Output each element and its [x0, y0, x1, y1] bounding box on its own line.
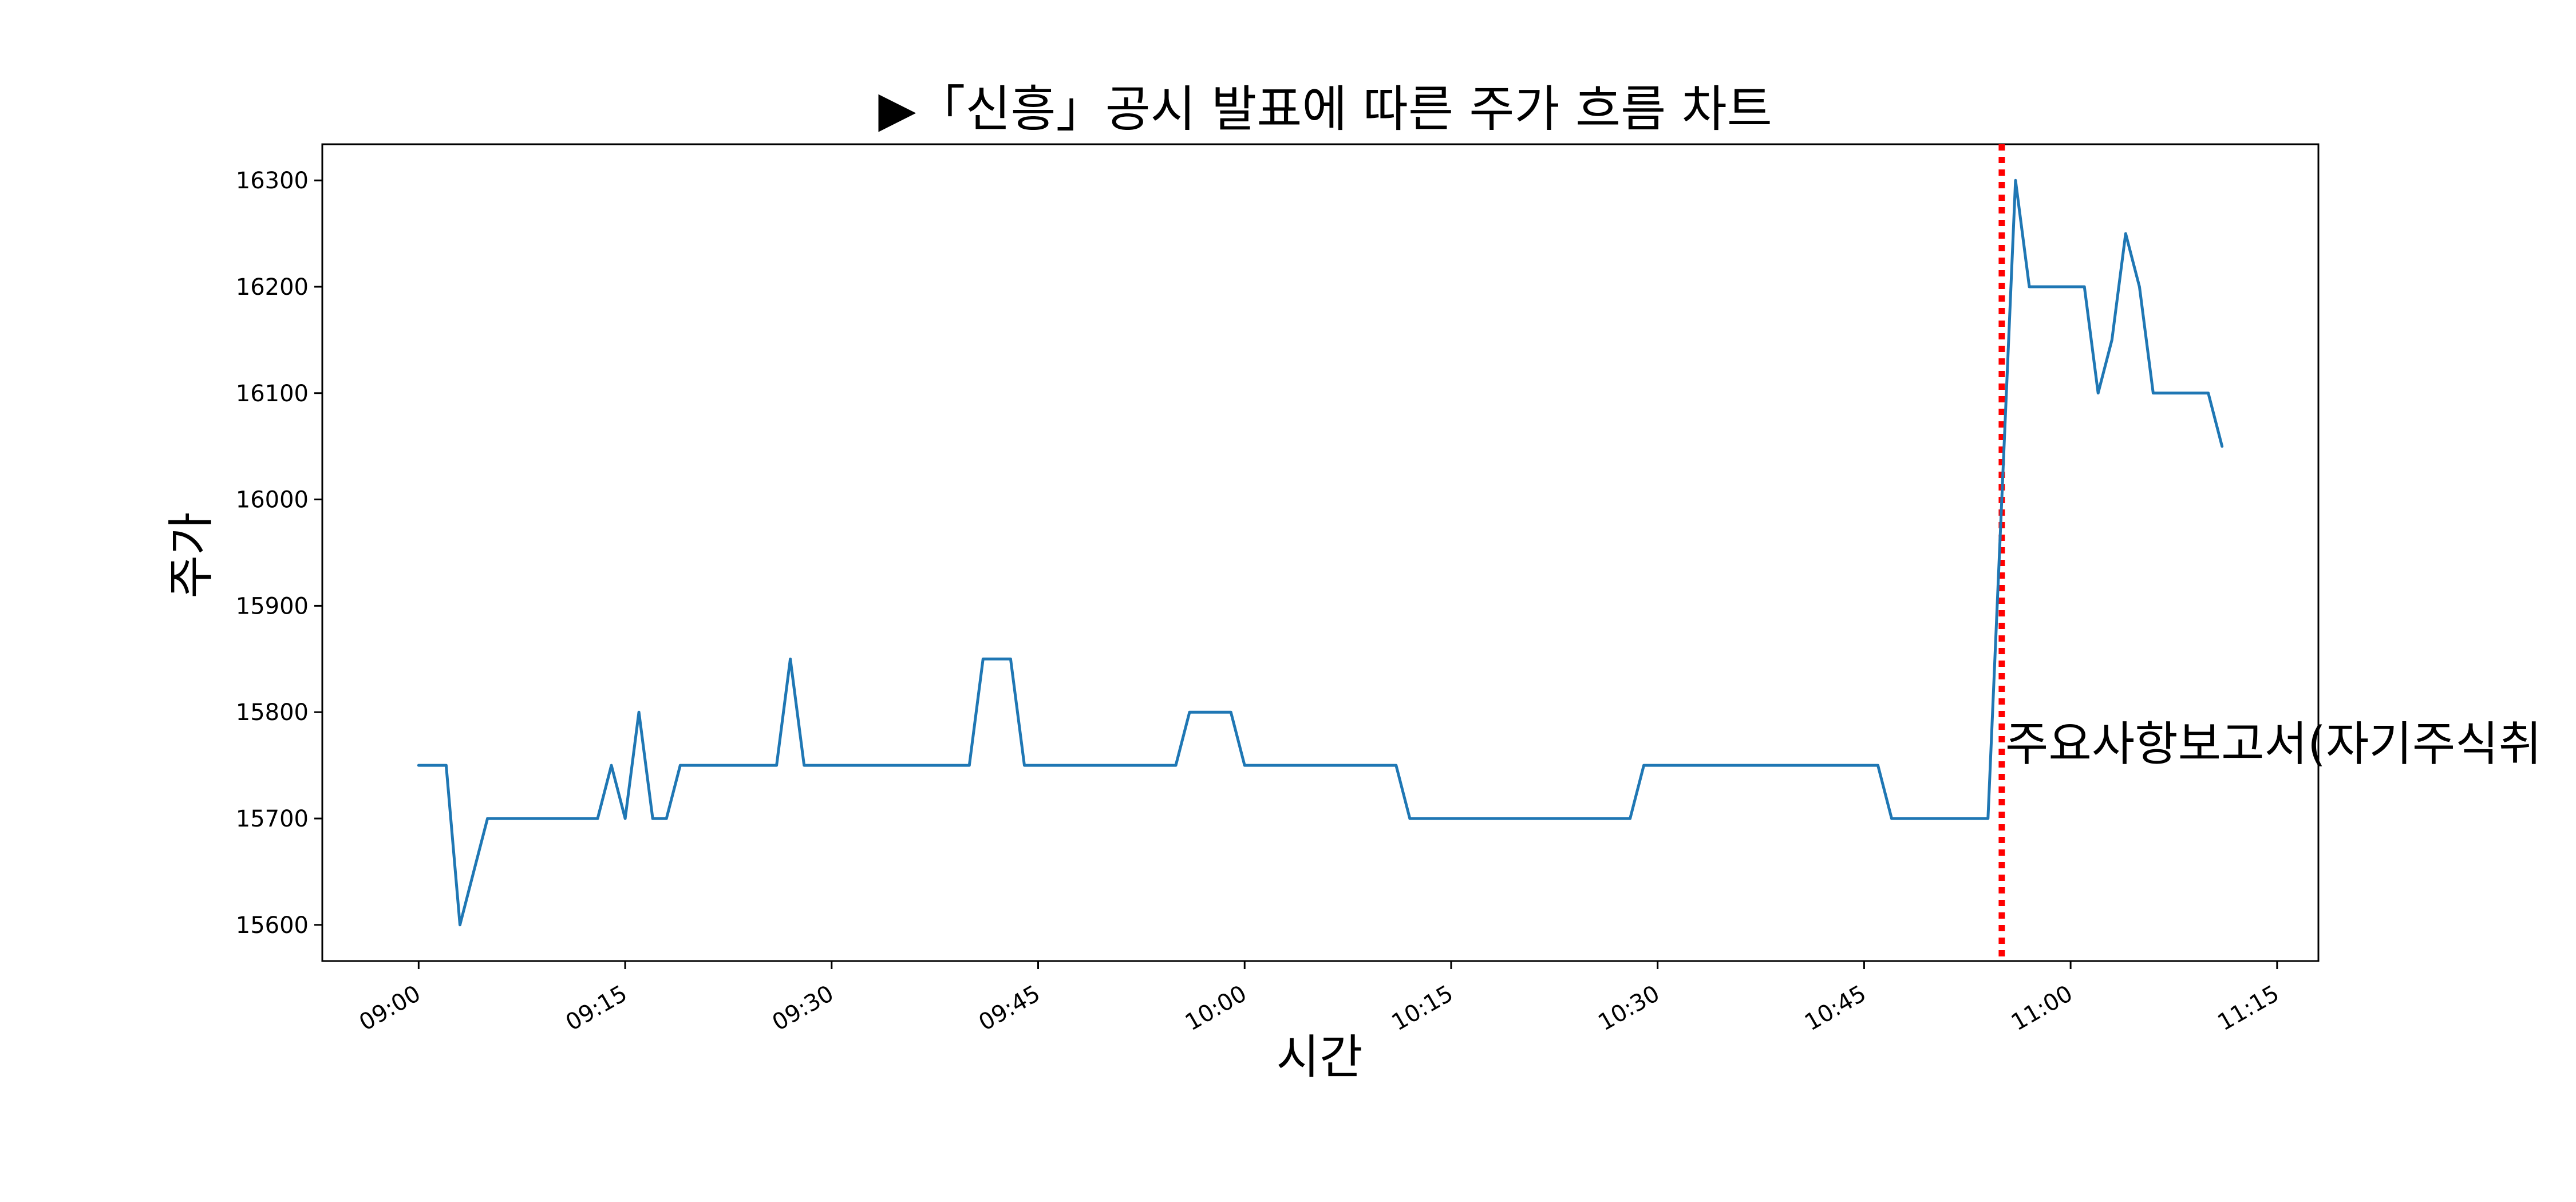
y-axis-title: 주가 [164, 512, 219, 599]
x-tick-label: 10:30 [1594, 980, 1664, 1036]
event-annotation: 주요사항보고서(자기주식취 [2005, 717, 2542, 772]
x-tick-label: 10:00 [1181, 980, 1251, 1036]
y-tick-label: 15700 [236, 806, 309, 832]
y-tick-label: 16200 [236, 274, 309, 300]
x-tick-label: 09:00 [355, 980, 425, 1036]
y-tick-label: 16000 [236, 487, 309, 513]
y-tick-label: 15900 [236, 593, 309, 619]
price-series-group [417, 179, 2224, 927]
y-tick-label: 15800 [236, 699, 309, 726]
x-tick-label: 09:45 [974, 980, 1045, 1036]
x-tick-label: 11:15 [2213, 980, 2283, 1036]
y-tick-label: 15600 [236, 912, 309, 939]
y-tick-label: 16100 [236, 381, 309, 407]
x-tick-label: 09:15 [562, 980, 632, 1036]
price-series-line [417, 179, 2224, 927]
x-tick-label: 11:00 [2007, 980, 2077, 1036]
y-tick-label: 16300 [236, 168, 309, 194]
x-axis: 09:00 09:15 09:30 09:45 10:00 10:15 10:30 10:45… [355, 961, 2283, 1036]
plot-frame [321, 143, 2320, 962]
plot-area [321, 143, 2320, 962]
x-tick-label: 10:15 [1388, 980, 1458, 1036]
y-axis: 15600 15700 15800 15900 16000 16100 16200 16300 [236, 168, 322, 939]
chart-title: ▶「신흥」공시 발표에 따른 주가 흐름 차트 [878, 81, 1772, 138]
x-tick-label: 09:30 [768, 980, 838, 1036]
x-axis-title: 시간 [1277, 1030, 1363, 1085]
x-tick-label: 10:45 [1800, 980, 1871, 1036]
